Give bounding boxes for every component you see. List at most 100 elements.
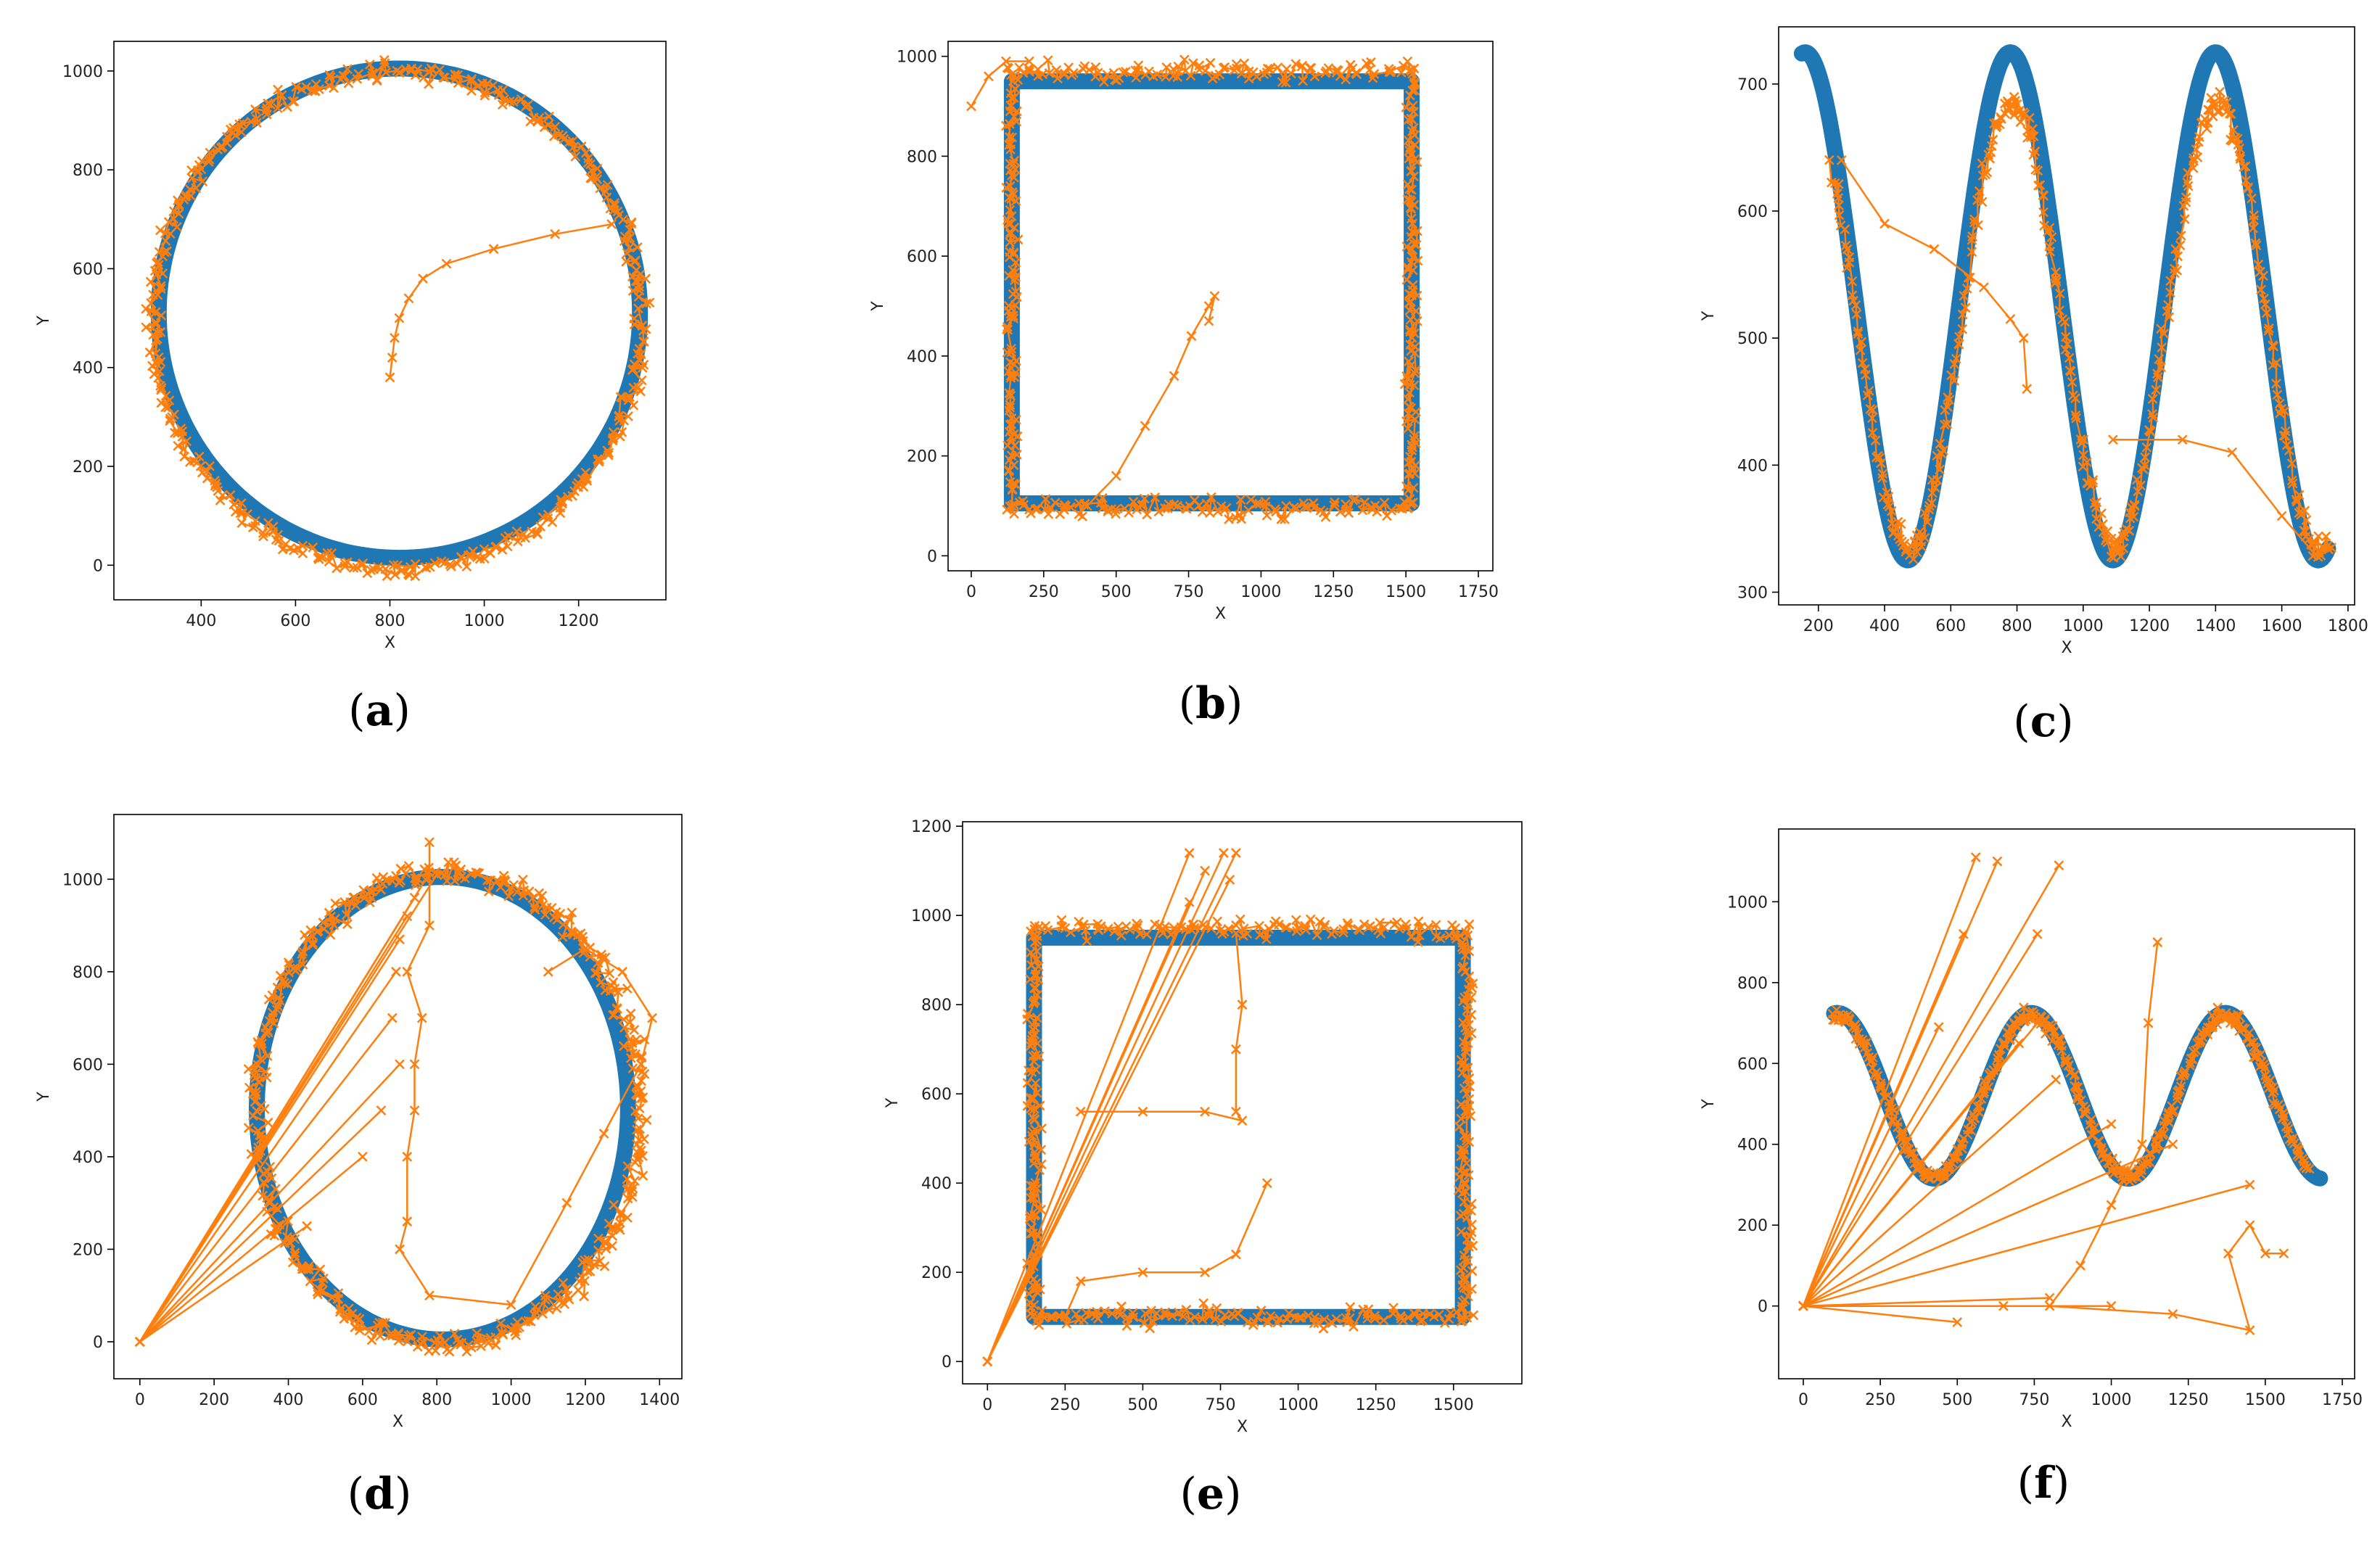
estimate-point-e: [1032, 1316, 1042, 1327]
estimate-point-c: [2301, 515, 2312, 526]
estimate-point-a: [497, 545, 508, 555]
estimate-point-a: [163, 217, 174, 228]
estimate-point-c: [2054, 305, 2064, 315]
estimate-point-c: [2304, 534, 2314, 545]
estimate-point-d: [622, 1161, 633, 1171]
y-tick-label-b: 1000: [897, 49, 937, 67]
estimate-point-b: [1404, 145, 1415, 156]
estimate-point-c: [2039, 220, 2049, 231]
estimate-line-e-2: [1064, 1182, 1268, 1318]
estimate-point-e: [1184, 896, 1195, 907]
y-tick-label-d: 0: [93, 1334, 103, 1352]
estimate-point-a: [353, 68, 364, 79]
estimate-point-d: [625, 1017, 635, 1028]
estimate-point-d: [376, 1105, 387, 1116]
estimate-point-c: [2181, 192, 2191, 203]
estimate-point-e: [1139, 1318, 1150, 1329]
estimate-point-c: [1957, 309, 1968, 320]
estimate-point-c: [1961, 283, 1972, 294]
estimate-point-c: [2060, 331, 2071, 342]
estimate-point-f: [2076, 1095, 2086, 1106]
estimate-point-a: [424, 78, 434, 89]
estimate-point-c: [1911, 547, 1922, 558]
estimate-point-b: [1288, 502, 1299, 513]
estimate-point-e: [1029, 1103, 1039, 1114]
plot-area-c: [1793, 44, 2336, 569]
estimate-point-d: [557, 931, 568, 942]
estimate-point-a: [633, 303, 643, 314]
estimate-point-d: [506, 1300, 516, 1310]
estimate-point-b: [1004, 271, 1014, 281]
estimate-point-d: [334, 1306, 345, 1317]
estimate-point-a: [479, 90, 490, 101]
estimate-point-b: [1132, 65, 1143, 75]
estimate-point-d: [580, 944, 590, 954]
estimate-point-d: [632, 1090, 643, 1100]
estimate-point-a: [145, 276, 156, 287]
estimate-point-e: [1140, 1308, 1150, 1319]
estimate-point-e: [1301, 925, 1312, 936]
estimate-point-e: [1197, 1313, 1208, 1324]
estimate-point-a: [160, 402, 170, 413]
estimate-point-b: [1406, 257, 1417, 268]
estimate-point-f: [2136, 1160, 2146, 1171]
estimate-point-c: [2183, 181, 2194, 191]
estimate-point-f: [1916, 1161, 1927, 1172]
estimate-point-f: [1831, 1005, 1842, 1015]
y-tick-label-a: 1000: [62, 63, 103, 81]
estimate-point-f: [1876, 1081, 1886, 1092]
estimate-point-d: [625, 1034, 635, 1045]
estimate-point-c: [2253, 259, 2264, 270]
estimate-point-d: [318, 923, 329, 934]
estimate-point-f: [1970, 852, 1981, 862]
estimate-point-d: [449, 875, 460, 886]
estimate-point-d: [271, 1005, 282, 1015]
estimate-point-c: [2141, 442, 2152, 453]
estimate-point-a: [379, 58, 390, 69]
estimate-point-c: [2147, 394, 2158, 404]
estimate-point-a: [641, 273, 651, 284]
estimate-point-d: [630, 1049, 641, 1060]
estimate-point-c: [2228, 125, 2239, 136]
estimate-point-c: [1927, 487, 1938, 498]
y-tick-label-b: 600: [907, 248, 937, 266]
estimate-point-d: [400, 867, 411, 878]
estimate-point-d: [267, 990, 278, 1001]
estimate-point-a: [192, 165, 203, 176]
estimate-point-a: [358, 558, 368, 569]
estimate-point-b: [1040, 494, 1051, 505]
estimate-point-e: [1459, 1255, 1470, 1265]
estimate-point-d: [553, 1289, 564, 1300]
x-tick-label-d: 1200: [565, 1391, 606, 1409]
estimate-point-e: [1457, 941, 1467, 952]
estimate-point-e: [1030, 983, 1041, 994]
estimate-point-e: [1265, 1311, 1276, 1321]
estimate-point-a: [160, 236, 171, 246]
axes-frame-e: [962, 821, 1523, 1385]
x-tick-label-f: 1500: [2245, 1391, 2286, 1409]
estimate-point-b: [1090, 62, 1101, 73]
estimate-point-b: [1077, 511, 1088, 521]
estimate-point-b: [1005, 402, 1016, 413]
estimate-point-c: [2249, 215, 2260, 226]
estimate-point-b: [1150, 492, 1161, 503]
estimate-point-b: [1006, 413, 1017, 424]
estimate-point-a: [372, 561, 383, 572]
estimate-point-c: [1946, 370, 1956, 381]
estimate-point-c: [1842, 244, 1853, 255]
estimate-point-b: [1276, 513, 1287, 524]
axes-frame-d: [113, 814, 683, 1379]
estimate-point-b: [1014, 62, 1025, 73]
estimate-point-e: [1319, 920, 1330, 930]
estimate-point-e: [1461, 1167, 1472, 1178]
estimate-point-e: [1030, 1050, 1041, 1060]
estimate-point-e: [1467, 1266, 1478, 1276]
estimate-point-f: [2106, 1118, 2117, 1129]
estimate-point-c: [2260, 299, 2270, 310]
estimate-point-f: [2137, 1139, 2147, 1150]
estimate-point-d: [357, 1152, 368, 1162]
estimate-point-b: [1045, 502, 1055, 513]
estimate-line-f-11: [1803, 1123, 2112, 1307]
estimate-point-b: [1309, 71, 1320, 82]
